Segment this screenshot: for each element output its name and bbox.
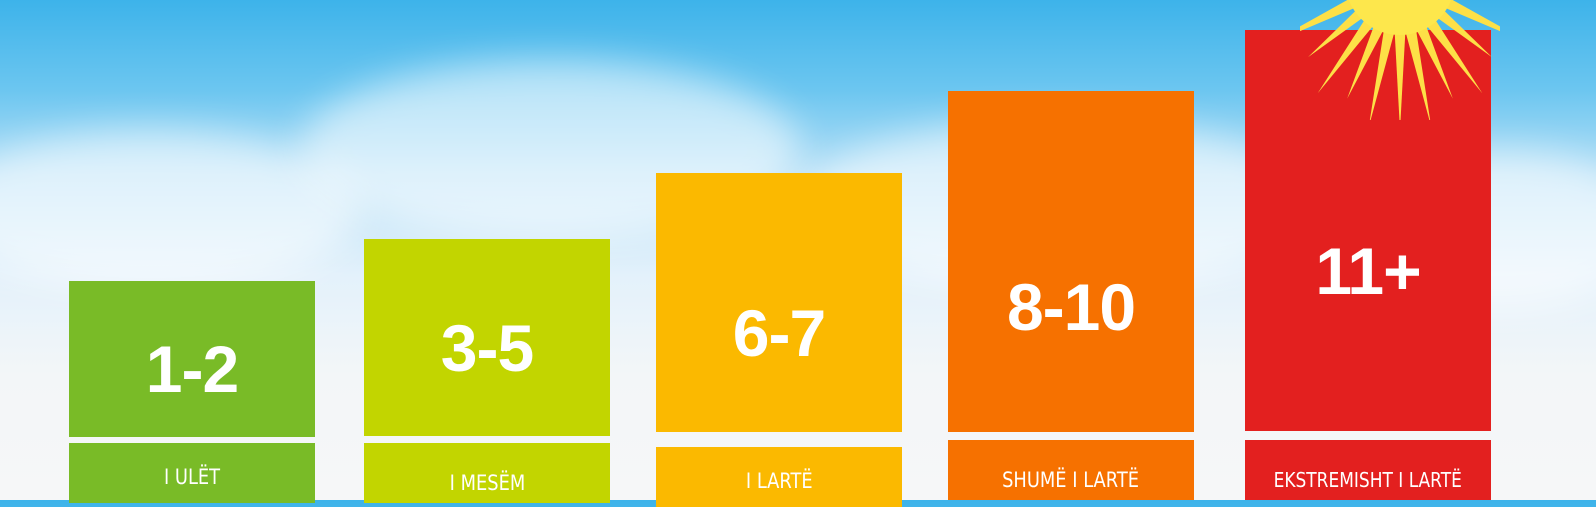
uv-bar-high: 6-7 bbox=[656, 173, 902, 432]
uv-range: 3-5 bbox=[440, 310, 534, 385]
uv-range: 8-10 bbox=[1006, 269, 1136, 344]
uv-bar-moderate: 3-5 bbox=[364, 239, 610, 436]
uv-label-moderate: I MESËM bbox=[364, 443, 610, 503]
uv-bar-very-high: 8-10 bbox=[948, 91, 1194, 432]
sun-icon bbox=[1300, 0, 1500, 120]
uv-bar-low: 1-2 bbox=[69, 281, 315, 437]
uv-label-low: I ULËT bbox=[69, 443, 315, 503]
uv-label-extreme: EKSTREMISHT I LARTË bbox=[1245, 440, 1491, 500]
uv-range: 6-7 bbox=[732, 295, 826, 370]
uv-label-very-high: SHUMË I LARTË bbox=[948, 440, 1194, 500]
uv-range: 1-2 bbox=[145, 332, 239, 406]
uv-bar-extreme: 11+ bbox=[1245, 30, 1491, 431]
uv-range: 11+ bbox=[1315, 233, 1421, 308]
uv-label-high: I LARTË bbox=[656, 447, 902, 507]
